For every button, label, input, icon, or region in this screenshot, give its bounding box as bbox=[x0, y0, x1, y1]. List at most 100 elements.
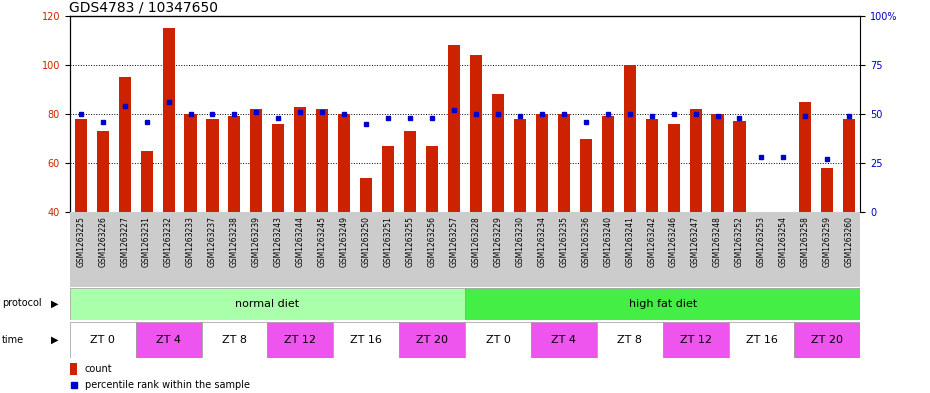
Text: GSM1263227: GSM1263227 bbox=[120, 216, 129, 267]
Bar bbox=[755, 212, 767, 224]
Bar bbox=[267, 322, 333, 358]
Text: ZT 0: ZT 0 bbox=[485, 335, 511, 345]
Bar bbox=[465, 288, 860, 320]
Text: GSM1263247: GSM1263247 bbox=[691, 216, 700, 267]
Text: GSM1263236: GSM1263236 bbox=[581, 216, 591, 267]
Text: GSM1263229: GSM1263229 bbox=[494, 216, 502, 267]
Text: GSM1263232: GSM1263232 bbox=[164, 216, 173, 267]
Text: GSM1263237: GSM1263237 bbox=[208, 216, 217, 267]
Bar bbox=[531, 322, 597, 358]
Bar bbox=[602, 116, 614, 212]
Bar bbox=[470, 55, 482, 212]
Bar bbox=[558, 114, 570, 212]
Bar bbox=[844, 119, 856, 212]
Bar bbox=[668, 124, 680, 212]
Bar bbox=[514, 119, 526, 212]
Bar bbox=[492, 94, 504, 212]
Text: GDS4783 / 10347650: GDS4783 / 10347650 bbox=[69, 0, 218, 15]
Bar bbox=[426, 146, 438, 212]
Text: GSM1263250: GSM1263250 bbox=[362, 216, 371, 267]
Bar bbox=[821, 168, 833, 212]
Text: GSM1263253: GSM1263253 bbox=[757, 216, 766, 267]
Text: GSM1263258: GSM1263258 bbox=[801, 216, 810, 267]
Bar bbox=[734, 121, 746, 212]
Bar bbox=[294, 107, 306, 212]
Bar bbox=[140, 151, 153, 212]
Bar bbox=[711, 114, 724, 212]
Text: GSM1263243: GSM1263243 bbox=[273, 216, 283, 267]
Text: GSM1263238: GSM1263238 bbox=[230, 216, 239, 267]
Bar bbox=[206, 119, 219, 212]
Text: GSM1263256: GSM1263256 bbox=[428, 216, 436, 267]
Bar bbox=[136, 322, 202, 358]
Bar bbox=[339, 114, 351, 212]
Bar bbox=[777, 212, 790, 217]
Text: GSM1263230: GSM1263230 bbox=[515, 216, 525, 267]
Text: ZT 4: ZT 4 bbox=[551, 335, 577, 345]
Text: GSM1263231: GSM1263231 bbox=[142, 216, 151, 267]
Bar bbox=[229, 116, 241, 212]
Text: GSM1263248: GSM1263248 bbox=[713, 216, 722, 267]
Bar bbox=[272, 124, 285, 212]
Text: GSM1263246: GSM1263246 bbox=[669, 216, 678, 267]
Bar bbox=[71, 363, 77, 375]
Bar bbox=[97, 131, 109, 212]
Text: normal diet: normal diet bbox=[235, 299, 299, 309]
Bar bbox=[465, 322, 531, 358]
Text: ZT 12: ZT 12 bbox=[285, 335, 316, 345]
Bar bbox=[360, 178, 372, 212]
Bar bbox=[333, 322, 399, 358]
Bar bbox=[728, 322, 794, 358]
Bar bbox=[202, 322, 267, 358]
Bar bbox=[119, 77, 131, 212]
Text: GSM1263257: GSM1263257 bbox=[449, 216, 458, 267]
Text: GSM1263260: GSM1263260 bbox=[844, 216, 854, 267]
Text: GSM1263254: GSM1263254 bbox=[779, 216, 788, 267]
Bar bbox=[536, 114, 548, 212]
Text: ZT 8: ZT 8 bbox=[618, 335, 643, 345]
Bar bbox=[662, 322, 728, 358]
Text: GSM1263251: GSM1263251 bbox=[384, 216, 392, 267]
Text: percentile rank within the sample: percentile rank within the sample bbox=[85, 380, 249, 389]
Bar bbox=[645, 119, 658, 212]
Text: GSM1263228: GSM1263228 bbox=[472, 216, 481, 267]
Bar bbox=[624, 65, 636, 212]
Text: GSM1263252: GSM1263252 bbox=[735, 216, 744, 267]
Text: GSM1263249: GSM1263249 bbox=[339, 216, 349, 267]
Text: protocol: protocol bbox=[2, 298, 42, 309]
Text: high fat diet: high fat diet bbox=[629, 299, 697, 309]
Bar bbox=[70, 322, 136, 358]
Text: GSM1263245: GSM1263245 bbox=[318, 216, 326, 267]
Text: ZT 4: ZT 4 bbox=[156, 335, 181, 345]
Bar bbox=[74, 119, 86, 212]
Text: time: time bbox=[2, 335, 24, 345]
Text: ZT 8: ZT 8 bbox=[222, 335, 247, 345]
Text: GSM1263244: GSM1263244 bbox=[296, 216, 305, 267]
Bar bbox=[382, 146, 394, 212]
Bar bbox=[597, 322, 662, 358]
Text: ▶: ▶ bbox=[51, 298, 59, 309]
Text: count: count bbox=[85, 364, 113, 374]
Text: GSM1263225: GSM1263225 bbox=[76, 216, 86, 267]
Text: GSM1263241: GSM1263241 bbox=[625, 216, 634, 267]
Bar bbox=[316, 109, 328, 212]
Bar bbox=[689, 109, 701, 212]
Text: GSM1263242: GSM1263242 bbox=[647, 216, 657, 267]
Bar bbox=[70, 288, 465, 320]
Text: ZT 16: ZT 16 bbox=[746, 335, 777, 345]
Text: GSM1263235: GSM1263235 bbox=[559, 216, 568, 267]
Text: ZT 16: ZT 16 bbox=[351, 335, 382, 345]
Bar bbox=[799, 102, 811, 212]
Text: ZT 0: ZT 0 bbox=[90, 335, 115, 345]
Text: GSM1263239: GSM1263239 bbox=[252, 216, 261, 267]
Text: GSM1263259: GSM1263259 bbox=[823, 216, 831, 267]
Text: GSM1263255: GSM1263255 bbox=[405, 216, 415, 267]
Bar bbox=[184, 114, 196, 212]
Bar bbox=[794, 322, 860, 358]
Bar bbox=[404, 131, 416, 212]
Text: ZT 12: ZT 12 bbox=[680, 335, 711, 345]
Text: ZT 20: ZT 20 bbox=[416, 335, 448, 345]
Text: GSM1263226: GSM1263226 bbox=[99, 216, 107, 267]
Text: ZT 20: ZT 20 bbox=[811, 335, 844, 345]
Text: GSM1263240: GSM1263240 bbox=[604, 216, 612, 267]
